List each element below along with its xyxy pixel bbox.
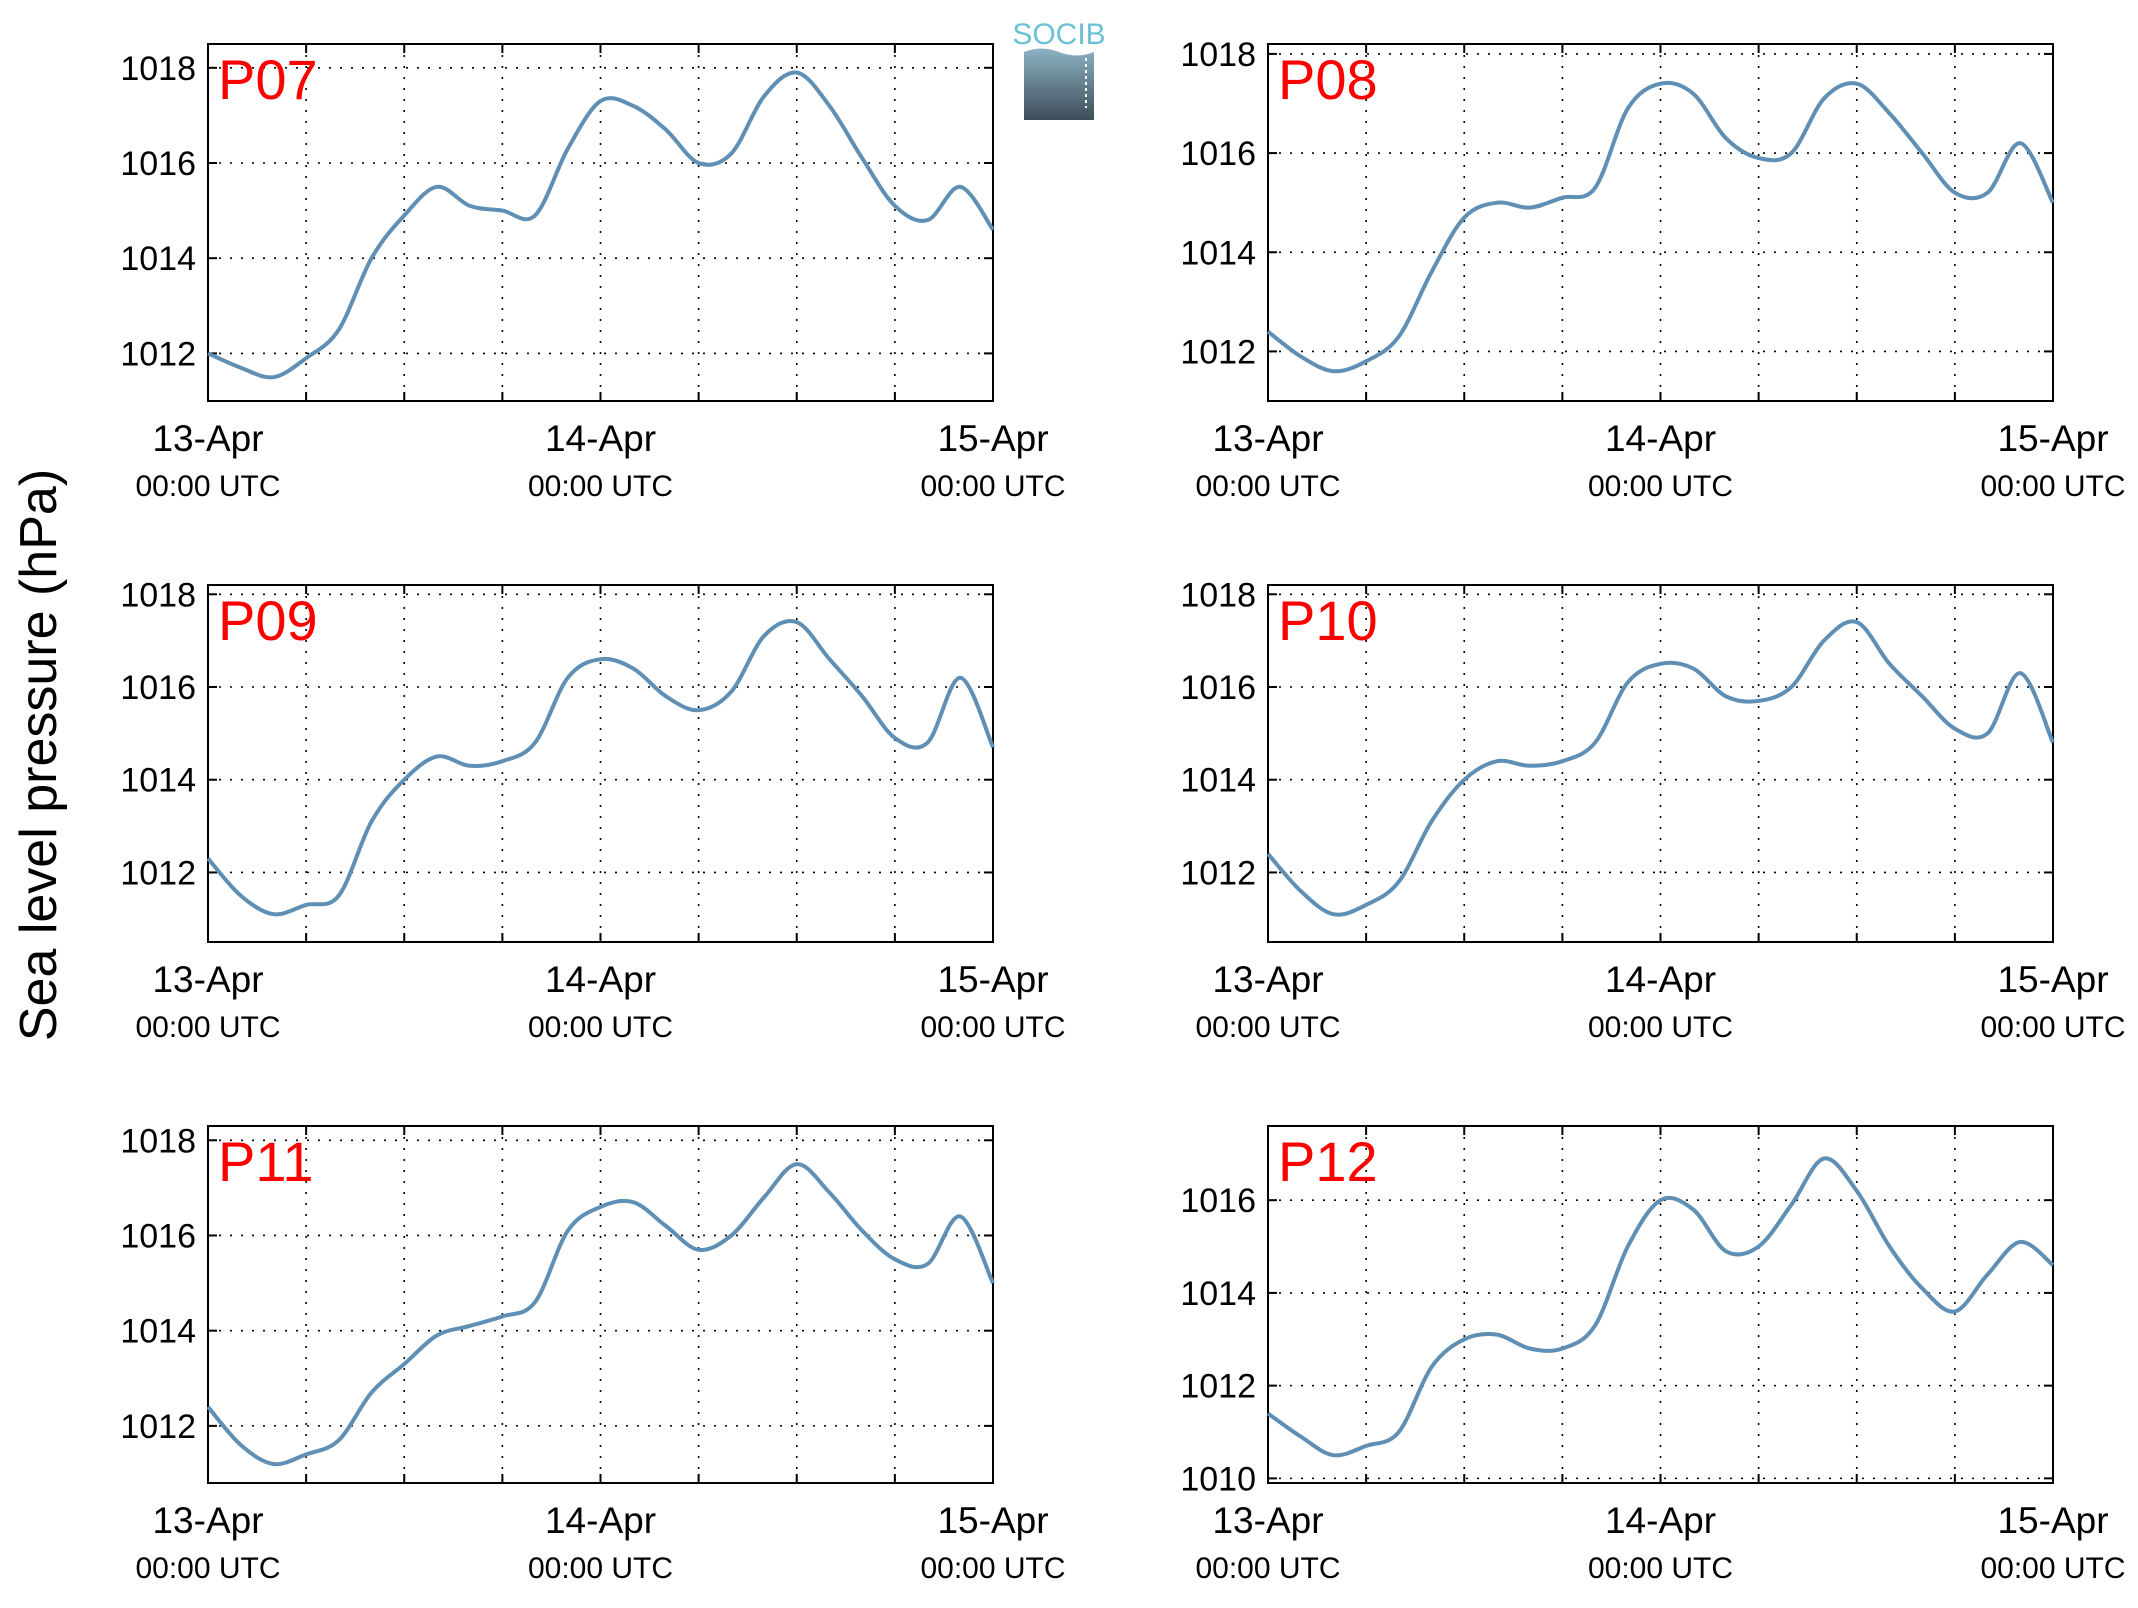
series-line-p07 — [207, 70, 995, 380]
y-tick-label: 1014 — [1180, 234, 1256, 272]
x-tick-label-date: 13-Apr — [152, 418, 263, 459]
x-tick-label-time: 00:00 UTC — [135, 1552, 280, 1585]
x-tick-label-time: 00:00 UTC — [528, 470, 673, 503]
x-tick-label-date: 13-Apr — [152, 959, 263, 1000]
x-tick-label-time: 00:00 UTC — [1195, 470, 1340, 503]
x-tick-label-date: 14-Apr — [545, 418, 656, 459]
panel-label: P11 — [218, 1130, 313, 1193]
y-tick-label: 1014 — [1180, 1275, 1256, 1313]
y-tick-label: 1012 — [1180, 333, 1256, 371]
panel-p09: 1012 1014 1016 1018 13-Apr 00:00 UTC 14-Apr 00:… — [120, 576, 1065, 1044]
y-tick-label: 1016 — [1180, 135, 1256, 173]
y-tick-label: 1014 — [120, 240, 196, 278]
y-tick-label: 1018 — [120, 50, 196, 88]
y-tick-label: 1016 — [120, 145, 196, 183]
x-tick-label-date: 15-Apr — [1997, 418, 2108, 459]
series-line-p10 — [1266, 619, 2055, 917]
x-tick-label-date: 15-Apr — [1997, 959, 2108, 1000]
panel-p08: 1012 1014 1016 1018 13-Apr 00:00 UTC 14-Apr 00:… — [1180, 36, 2125, 503]
y-tick-label: 1016 — [1180, 1182, 1256, 1220]
axes-frame — [207, 1125, 994, 1484]
y-tick-label: 1018 — [1180, 576, 1256, 614]
series-line-p11 — [206, 1162, 995, 1467]
x-tick-label-time: 00:00 UTC — [135, 1011, 280, 1044]
x-tick-label-time: 00:00 UTC — [1588, 1011, 1733, 1044]
y-tick-label: 1018 — [1180, 36, 1256, 74]
y-tick-label: 1016 — [120, 669, 196, 707]
x-tick-label-date: 14-Apr — [545, 959, 656, 1000]
y-tick-label: 1012 — [1180, 1368, 1256, 1406]
series-line-p08 — [1266, 80, 2055, 374]
y-tick-label: 1012 — [120, 1408, 196, 1446]
series-line-p12 — [1266, 1156, 2055, 1458]
x-tick-label-date: 15-Apr — [937, 959, 1048, 1000]
x-tick-label-time: 00:00 UTC — [920, 1011, 1065, 1044]
y-tick-label: 1016 — [1180, 669, 1256, 707]
axes-frame — [1267, 584, 2054, 943]
x-tick-label-time: 00:00 UTC — [1195, 1011, 1340, 1044]
x-tick-label-time: 00:00 UTC — [528, 1011, 673, 1044]
panel-p07: 1012 1014 1016 1018 13-Apr 00:00 UTC 14-Apr 00:… — [120, 43, 1066, 503]
panel-label: P10 — [1278, 589, 1378, 652]
x-tick-label-time: 00:00 UTC — [135, 470, 280, 503]
x-tick-label-date: 14-Apr — [1605, 959, 1716, 1000]
x-tick-label-date: 14-Apr — [545, 1500, 656, 1541]
x-tick-label-time: 00:00 UTC — [1980, 470, 2125, 503]
socib-logo-wave-icon — [1024, 48, 1094, 120]
x-tick-label-date: 15-Apr — [937, 1500, 1048, 1541]
y-axis-label: Sea level pressure (hPa) — [10, 469, 68, 1041]
x-tick-label-date: 15-Apr — [1997, 1500, 2108, 1541]
socib-logo-text: SOCIB — [1012, 18, 1105, 51]
x-tick-label-date: 14-Apr — [1605, 1500, 1716, 1541]
x-tick-label-date: 15-Apr — [937, 418, 1048, 459]
x-tick-label-time: 00:00 UTC — [1980, 1011, 2125, 1044]
y-tick-label: 1016 — [120, 1217, 196, 1255]
y-tick-label: 1014 — [120, 762, 196, 800]
y-tick-label: 1012 — [1180, 854, 1256, 892]
x-tick-label-date: 14-Apr — [1605, 418, 1716, 459]
x-tick-label-date: 13-Apr — [1212, 1500, 1323, 1541]
y-tick-label: 1012 — [120, 335, 196, 373]
x-tick-label-time: 00:00 UTC — [920, 470, 1065, 503]
axes-frame — [207, 584, 994, 943]
axes-frame — [1267, 1125, 2054, 1484]
x-tick-label-time: 00:00 UTC — [1588, 1552, 1733, 1585]
panel-p12: 1010 1012 1014 1016 13-Apr 00:00 UTC 14-Apr 00:… — [1180, 1125, 2126, 1585]
panel-label: P09 — [218, 589, 318, 652]
y-tick-label: 1018 — [120, 1122, 196, 1160]
x-tick-label-time: 00:00 UTC — [920, 1552, 1065, 1585]
y-tick-label: 1014 — [120, 1313, 196, 1351]
axes-frame — [207, 43, 994, 402]
x-tick-label-time: 00:00 UTC — [1588, 470, 1733, 503]
x-tick-label-date: 13-Apr — [152, 1500, 263, 1541]
panel-p10: 1012 1014 1016 1018 13-Apr 00:00 UTC 14-Apr 00:… — [1180, 576, 2125, 1044]
y-tick-label: 1018 — [120, 576, 196, 614]
x-tick-label-time: 00:00 UTC — [1195, 1552, 1340, 1585]
panel-p11: 1012 1014 1016 1018 13-Apr 00:00 UTC 14-Apr 00:… — [120, 1122, 1065, 1585]
x-tick-label-date: 13-Apr — [1212, 418, 1323, 459]
panel-label: P12 — [1278, 1130, 1378, 1193]
panel-label: P07 — [218, 48, 318, 111]
series-line-p09 — [206, 618, 995, 917]
y-tick-label: 1010 — [1180, 1460, 1256, 1498]
x-tick-label-time: 00:00 UTC — [528, 1552, 673, 1585]
x-tick-label-time: 00:00 UTC — [1980, 1552, 2125, 1585]
panel-label: P08 — [1278, 48, 1378, 111]
x-tick-label-date: 13-Apr — [1212, 959, 1323, 1000]
y-tick-label: 1012 — [120, 854, 196, 892]
socib-logo: SOCIB — [1012, 18, 1106, 120]
y-tick-label: 1014 — [1180, 762, 1256, 800]
